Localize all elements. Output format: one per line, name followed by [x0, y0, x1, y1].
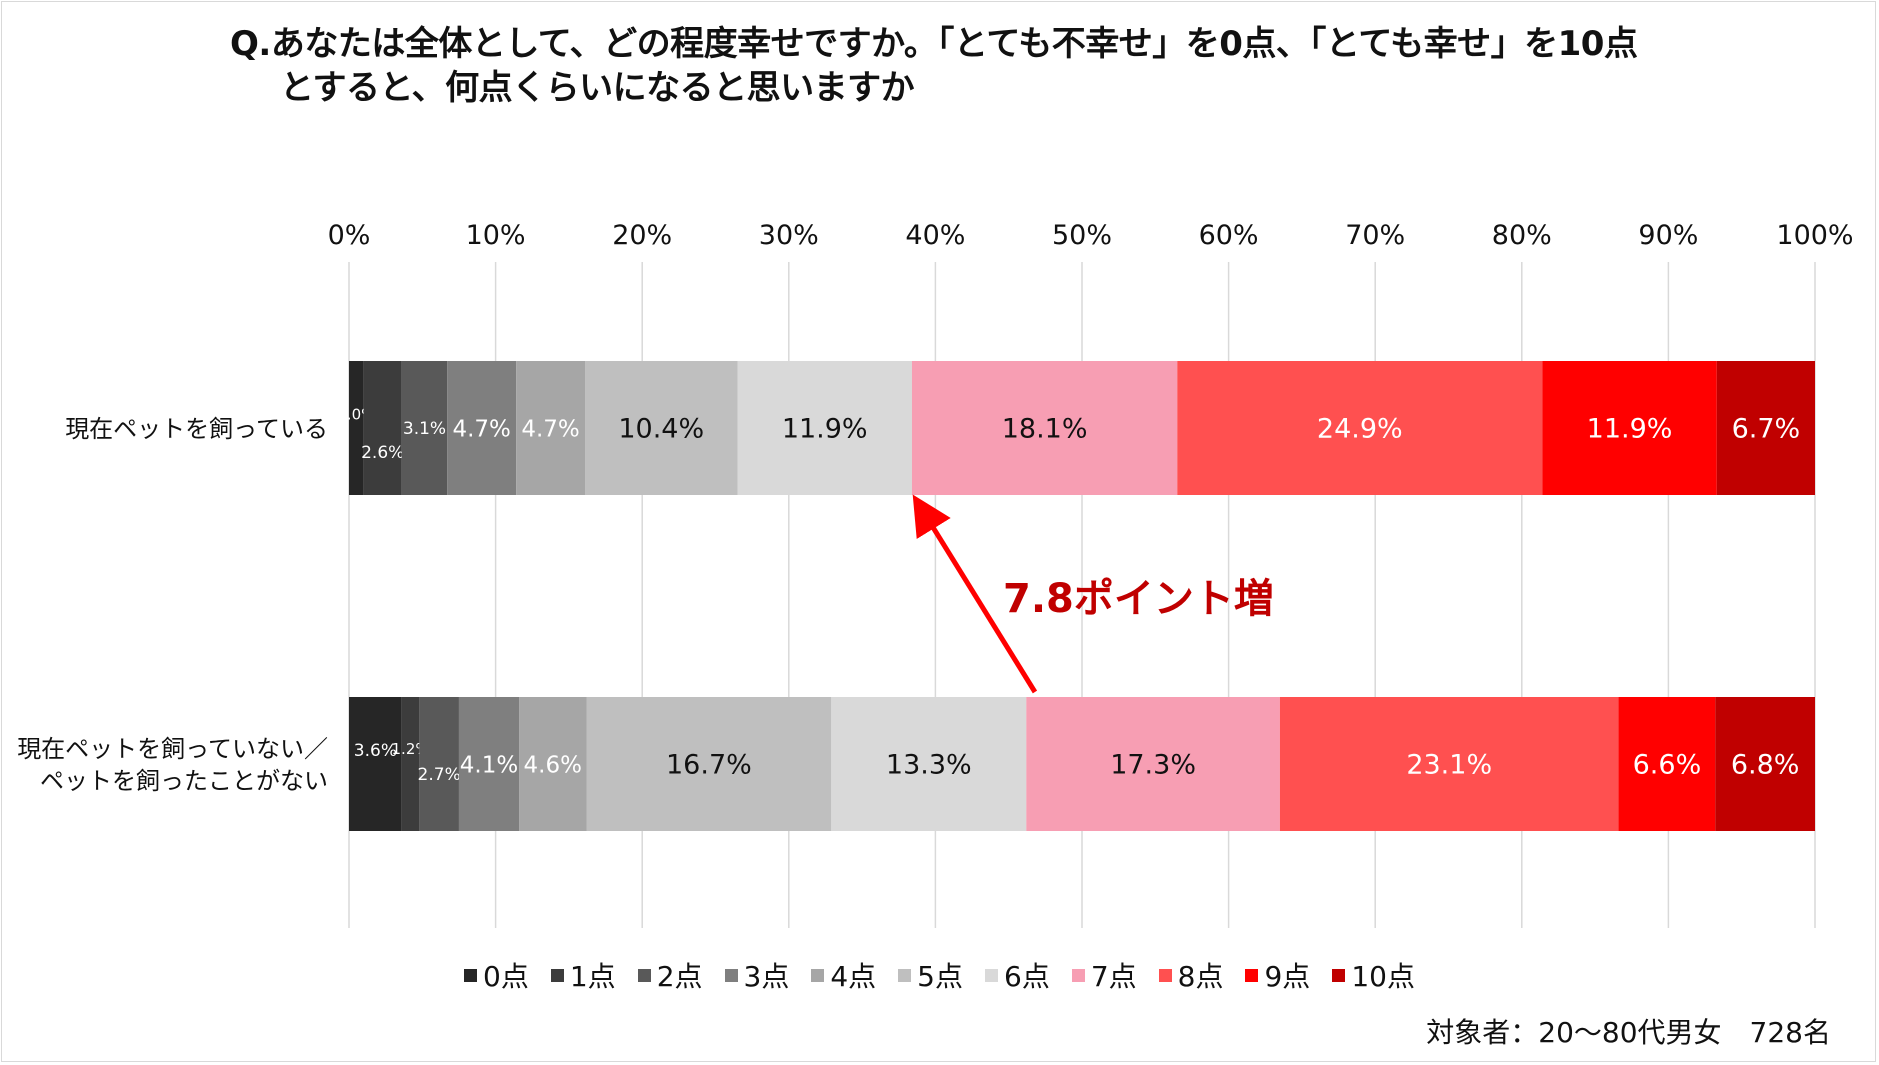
x-tick-label: 30% — [759, 220, 819, 251]
title-line-1: Q.あなたは全体として、どの程度幸せですか。「とても不幸せ」を0点、「とても幸せ… — [230, 24, 1638, 64]
legend-swatch — [550, 968, 564, 982]
bar-segment — [1716, 361, 1815, 495]
bar-segment — [349, 361, 364, 495]
x-tick-label: 50% — [1052, 220, 1112, 251]
legend-label: 2点 — [656, 960, 703, 993]
data-label: 6.7% — [1732, 414, 1801, 445]
bar-segment — [519, 697, 587, 831]
bar-segment — [419, 697, 459, 831]
legend-swatch — [1245, 968, 1259, 982]
legend-item: 0点 — [464, 955, 529, 995]
bar-segment — [401, 697, 420, 831]
data-label: 2.6% — [361, 443, 404, 463]
bar-segment — [586, 697, 832, 831]
data-label: 16.7% — [666, 750, 752, 781]
x-tick-label: 60% — [1199, 220, 1259, 251]
legend-swatch — [637, 968, 651, 982]
legend-swatch — [1071, 968, 1085, 982]
legend-label: 5点 — [917, 960, 963, 993]
category-label: ペットを飼ったことがない — [40, 767, 328, 795]
x-tick-label: 70% — [1345, 220, 1405, 251]
x-tick-label: 80% — [1492, 220, 1552, 251]
category-label: 現在ペットを飼っていない／ — [17, 735, 328, 763]
bar-segment — [911, 361, 1178, 495]
chart-title: Q.あなたは全体として、どの程度幸せですか。「とても不幸せ」を0点、「とても幸せ… — [230, 22, 1638, 110]
legend-label: 6点 — [1004, 960, 1050, 993]
legend-swatch — [464, 968, 478, 982]
bar-segment — [1026, 697, 1280, 831]
legend-swatch — [811, 968, 825, 982]
bar-segment — [363, 361, 402, 495]
legend-label: 3点 — [743, 960, 790, 993]
data-label: 6.6% — [1633, 750, 1702, 781]
data-label: 4.1% — [460, 752, 518, 778]
data-label: 13.3% — [886, 750, 972, 781]
respondent-note: 対象者：20～80代男女 728名 — [1426, 1016, 1831, 1049]
legend-item: 4点 — [811, 955, 876, 995]
legend-item: 2点 — [637, 955, 703, 995]
legend-item: 3点 — [724, 955, 790, 995]
legend-label: 8点 — [1177, 960, 1224, 993]
legend-swatch — [1332, 968, 1346, 982]
bar-segment — [1177, 361, 1543, 495]
bar-segment — [1542, 361, 1717, 495]
data-label: 4.7% — [452, 416, 510, 442]
bar-segment — [447, 361, 517, 495]
bar-segment — [1715, 697, 1815, 831]
chart-legend: 0点 1点 2点 3点 4点 5点 6点 7点 8点 9点 10点 — [0, 955, 1879, 995]
legend-label: 7点 — [1090, 960, 1137, 993]
legend-label: 4点 — [830, 960, 877, 993]
legend-item: 10点 — [1332, 955, 1415, 995]
legend-label: 0点 — [483, 960, 529, 993]
legend-swatch — [724, 968, 738, 982]
legend-item: 6点 — [985, 955, 1050, 995]
data-label: 4.7% — [521, 416, 579, 442]
data-label: 4.6% — [524, 752, 582, 778]
legend-item: 9点 — [1245, 955, 1310, 995]
annotation-text: 7.8ポイント増 — [1003, 576, 1274, 622]
bar-segment — [401, 361, 448, 495]
legend-item: 1点 — [550, 955, 616, 995]
category-label: 現在ペットを飼っている — [65, 415, 328, 443]
data-label: 11.9% — [782, 414, 868, 445]
legend-swatch — [985, 968, 998, 982]
bar-segment — [737, 361, 912, 495]
data-label: 6.8% — [1731, 750, 1800, 781]
data-label: 2.7% — [418, 765, 461, 785]
legend-item: 5点 — [898, 955, 963, 995]
x-tick-label: 90% — [1638, 220, 1698, 251]
legend-label: 1点 — [569, 960, 616, 993]
x-tick-label: 40% — [905, 220, 965, 251]
legend-label: 9点 — [1264, 960, 1311, 993]
data-label: 3.6% — [354, 741, 397, 761]
legend-swatch — [1158, 968, 1172, 982]
x-tick-label: 0% — [328, 220, 371, 251]
data-label: 3.1% — [403, 419, 446, 439]
data-label: 18.1% — [1002, 414, 1088, 445]
data-label: 23.1% — [1406, 750, 1492, 781]
annotation-arrow — [912, 494, 1038, 694]
bar-segment — [458, 697, 520, 831]
data-label: 17.3% — [1110, 750, 1196, 781]
data-label: 11.9% — [1587, 414, 1673, 445]
x-tick-label: 100% — [1776, 220, 1853, 251]
x-tick-label: 20% — [612, 220, 672, 251]
bar-segment — [516, 361, 586, 495]
data-label: 24.9% — [1317, 414, 1403, 445]
title-line-2: とすると、何点くらいになると思いますか — [280, 68, 915, 108]
bar-segment — [831, 697, 1027, 831]
legend-label: 10点 — [1351, 960, 1415, 993]
bar-segment — [349, 697, 402, 831]
legend-item: 7点 — [1071, 955, 1137, 995]
legend-swatch — [898, 968, 912, 982]
bar-segment — [585, 361, 738, 495]
bar-segment — [1618, 697, 1716, 831]
data-label: 10.4% — [618, 414, 704, 445]
bar-segment — [1279, 697, 1619, 831]
legend-item: 8点 — [1158, 955, 1224, 995]
x-tick-label: 10% — [466, 220, 526, 251]
